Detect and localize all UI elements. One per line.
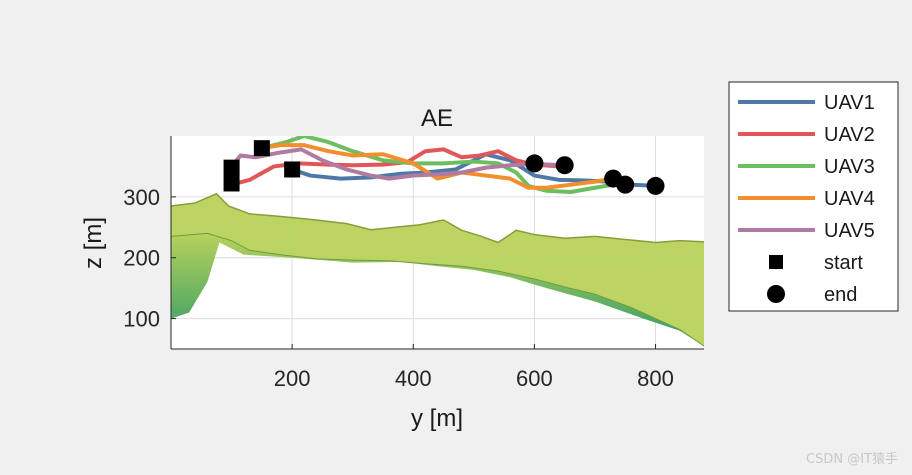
legend-label-uav5: UAV5 [824, 220, 875, 242]
terrain-ridge [171, 192, 704, 244]
y-tick-label-0: 100 [123, 307, 160, 332]
legend-swatch-start [769, 255, 783, 269]
watermark: CSDN @IT猿手 [806, 452, 898, 467]
y-tick-label-1: 200 [123, 246, 160, 271]
chart-title: AE [421, 105, 453, 132]
legend-label-uav3: UAV3 [824, 156, 875, 178]
end-marker [525, 154, 544, 173]
y-tick-label-2: 300 [123, 185, 160, 210]
x-axis-label: y [m] [411, 405, 463, 432]
legend-swatch-end [767, 285, 785, 303]
x-tick-label-0: 200 [274, 366, 311, 391]
series-line-uav3 [259, 136, 616, 194]
y-axis-label: z [m] [80, 217, 107, 269]
terrain-edge [171, 232, 704, 347]
legend-label-end: end [824, 284, 857, 306]
x-ticks: 200 400 600 800 [274, 344, 674, 391]
legend-label-uav4: UAV4 [824, 188, 875, 210]
markers-group [223, 140, 665, 195]
start-marker [223, 175, 240, 192]
start-marker [223, 159, 240, 176]
terrain-side-surface [171, 233, 704, 346]
x-tick-label-2: 600 [516, 366, 553, 391]
legend-label-uav2: UAV2 [824, 124, 875, 146]
start-marker [284, 161, 301, 178]
end-marker [555, 156, 574, 175]
x-tick-label-3: 800 [637, 366, 674, 391]
terrain-surface [171, 192, 704, 347]
x-tick-label-1: 400 [395, 366, 432, 391]
start-marker [253, 140, 270, 157]
legend-label-start: start [824, 252, 863, 274]
legend-label-uav1: UAV1 [824, 92, 875, 114]
series-line-uav4 [259, 143, 616, 190]
end-marker [646, 176, 665, 195]
y-ticks: 100 200 300 [123, 185, 176, 332]
legend: UAV1 UAV2 UAV3 UAV4 UAV5 start end [728, 81, 899, 312]
end-marker [616, 175, 635, 194]
terrain-top-surface [171, 193, 704, 346]
